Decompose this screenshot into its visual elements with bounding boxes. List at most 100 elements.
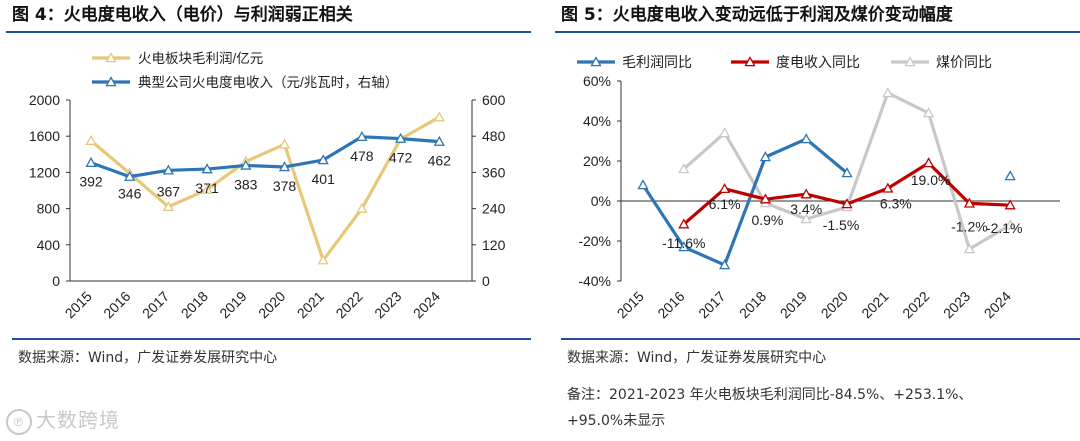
left-y-tick-label: 400	[37, 237, 61, 253]
revenue-data-label: 383	[234, 176, 258, 192]
right-note-line-2: +95.0%未显示	[567, 413, 666, 429]
gross-profit-yoy-point-marker	[718, 259, 731, 270]
revenue-data-label: 472	[389, 150, 413, 166]
x-tick-label: 2021	[294, 288, 327, 321]
gross-profit-yoy-point-marker	[637, 179, 649, 190]
revenue-point-marker	[394, 132, 407, 143]
revenue-point-marker	[356, 130, 368, 142]
y-tick-label: 0%	[591, 193, 611, 209]
left-panel: 图 4：火电度电收入（电价）与利润弱正相关 0 400 800 1200 1600 200…	[6, 0, 531, 441]
right-y-tick-label: 360	[482, 164, 506, 180]
revenue-point-marker	[433, 135, 445, 146]
profit-point-marker	[162, 200, 175, 212]
revenue-yoy-point-marker	[678, 218, 690, 229]
x-tick-label: 2017	[139, 288, 172, 321]
gross-profit-yoy-point-marker	[678, 241, 690, 252]
revenue-data-label: 401	[312, 171, 336, 187]
left-y-tick-label: 2000	[29, 92, 60, 108]
revenue-series-line	[90, 135, 440, 179]
gross-profit-yoy-point-marker	[759, 151, 772, 162]
y-tick-label: -20%	[578, 233, 611, 249]
right-y-tick-label: 240	[482, 201, 506, 217]
x-tick-label: 2023	[940, 288, 973, 321]
x-tick-label: 2018	[736, 288, 769, 321]
revenue-yoy-point-marker	[718, 182, 731, 194]
right-y-tick-label: 600	[482, 92, 506, 108]
x-tick-label: 2018	[178, 288, 211, 321]
gross-profit-yoy-point-marker	[841, 167, 853, 178]
revenue-point-marker	[278, 161, 291, 172]
legend-label-revenue-yoy: 度电收入同比	[776, 54, 860, 70]
revenue-yoy-data-label: 0.9%	[751, 212, 783, 228]
coal-price-yoy-point-marker	[963, 243, 976, 254]
revenue-yoy-data-label: -1.2%	[951, 218, 988, 234]
revenue-data-label: 392	[79, 174, 103, 190]
revenue-yoy-data-label: -2.1%	[986, 220, 1023, 236]
y-tick-label: 60%	[583, 73, 611, 89]
revenue-data-label: 346	[118, 186, 142, 202]
left-y-tick-label: 1200	[29, 164, 60, 180]
revenue-point-marker	[317, 154, 329, 165]
revenue-data-label: 478	[350, 148, 374, 164]
revenue-yoy-point-marker	[1004, 199, 1016, 210]
x-tick-label: 2020	[255, 288, 288, 321]
y-tick-label: 20%	[583, 153, 611, 169]
revenue-point-marker	[162, 164, 175, 175]
revenue-data-label: 378	[273, 178, 297, 194]
right-panel: 图 5：火电度电收入变动远低于利润及煤价变动幅度 -40% -20% 0% 20% 40…	[555, 0, 1080, 441]
revenue-data-label: 371	[195, 180, 219, 196]
legend-label-revenue: 典型公司火电度电收入（元/兆瓦时，右轴）	[138, 75, 398, 90]
watermark: ℗ 大数跨境	[6, 404, 120, 435]
right-source: 数据来源：Wind，广发证券发展研究中心	[561, 338, 1080, 376]
x-tick-label: 2019	[216, 288, 249, 321]
x-tick-label: 2023	[371, 288, 404, 321]
gross-profit-yoy-line	[641, 137, 849, 267]
revenue-yoy-data-label: 6.1%	[709, 196, 741, 212]
left-y-tick-label: 1600	[29, 128, 60, 144]
legend-marker-coal-price-yoy	[904, 56, 916, 67]
revenue-yoy-data-label: -11.6%	[662, 235, 705, 251]
revenue-point-marker	[240, 159, 252, 170]
right-y-tick-label: 480	[482, 128, 506, 144]
right-note-line-1: 备注：2021-2023 年火电板块毛利润同比-84.5%、+253.1%、	[567, 387, 973, 403]
profit-point-marker	[317, 254, 329, 265]
revenue-yoy-point-marker	[759, 193, 772, 204]
y-tick-label: 40%	[583, 113, 611, 129]
coal-price-yoy-point-marker	[1004, 219, 1016, 230]
watermark-text: 大数跨境	[36, 408, 120, 432]
profit-point-marker	[85, 134, 97, 145]
legend-marker-gross-profit-yoy	[590, 56, 602, 67]
gross-profit-yoy-point-marker	[1004, 170, 1016, 181]
profit-point-marker	[356, 202, 368, 213]
x-tick-label: 2021	[858, 288, 891, 321]
coal-price-yoy-point-marker	[800, 213, 812, 224]
right-y-tick-label: 120	[482, 237, 506, 253]
legend-marker-revenue	[105, 76, 117, 87]
revenue-yoy-data-label: 6.3%	[880, 195, 912, 211]
legend-label-gross-profit-yoy: 毛利润同比	[622, 54, 692, 70]
y-tick-label: -40%	[578, 273, 611, 289]
coal-price-yoy-point-marker	[882, 87, 894, 98]
revenue-yoy-point-marker	[882, 182, 894, 193]
revenue-yoy-data-label: -1.5%	[823, 217, 860, 233]
revenue-yoy-data-label: 3.4%	[790, 201, 822, 217]
revenue-data-label: 367	[157, 183, 181, 199]
right-y-tick-label: 0	[482, 273, 490, 289]
x-tick-label: 2019	[777, 288, 810, 321]
watermark-logo-icon: ℗	[6, 408, 32, 435]
revenue-point-marker	[201, 163, 213, 174]
x-tick-label: 2024	[981, 288, 1014, 321]
left-y-tick-label: 0	[52, 273, 60, 289]
legend-marker-profit	[105, 52, 117, 63]
left-source: 数据来源：Wind，广发证券发展研究中心	[12, 338, 531, 376]
coal-price-yoy-point-marker	[678, 163, 690, 174]
revenue-yoy-data-label: 19.0%	[911, 172, 951, 188]
revenue-data-label: 462	[428, 153, 452, 169]
revenue-point-marker	[85, 156, 97, 167]
legend-label-profit: 火电板块毛利润/亿元	[138, 51, 263, 66]
x-tick-label: 2016	[654, 288, 687, 321]
profit-point-marker	[278, 138, 291, 149]
gross-profit-yoy-point-marker	[800, 133, 812, 144]
legend-label-coal-price-yoy: 煤价同比	[936, 54, 992, 70]
coal-price-yoy-point-marker	[922, 107, 935, 118]
